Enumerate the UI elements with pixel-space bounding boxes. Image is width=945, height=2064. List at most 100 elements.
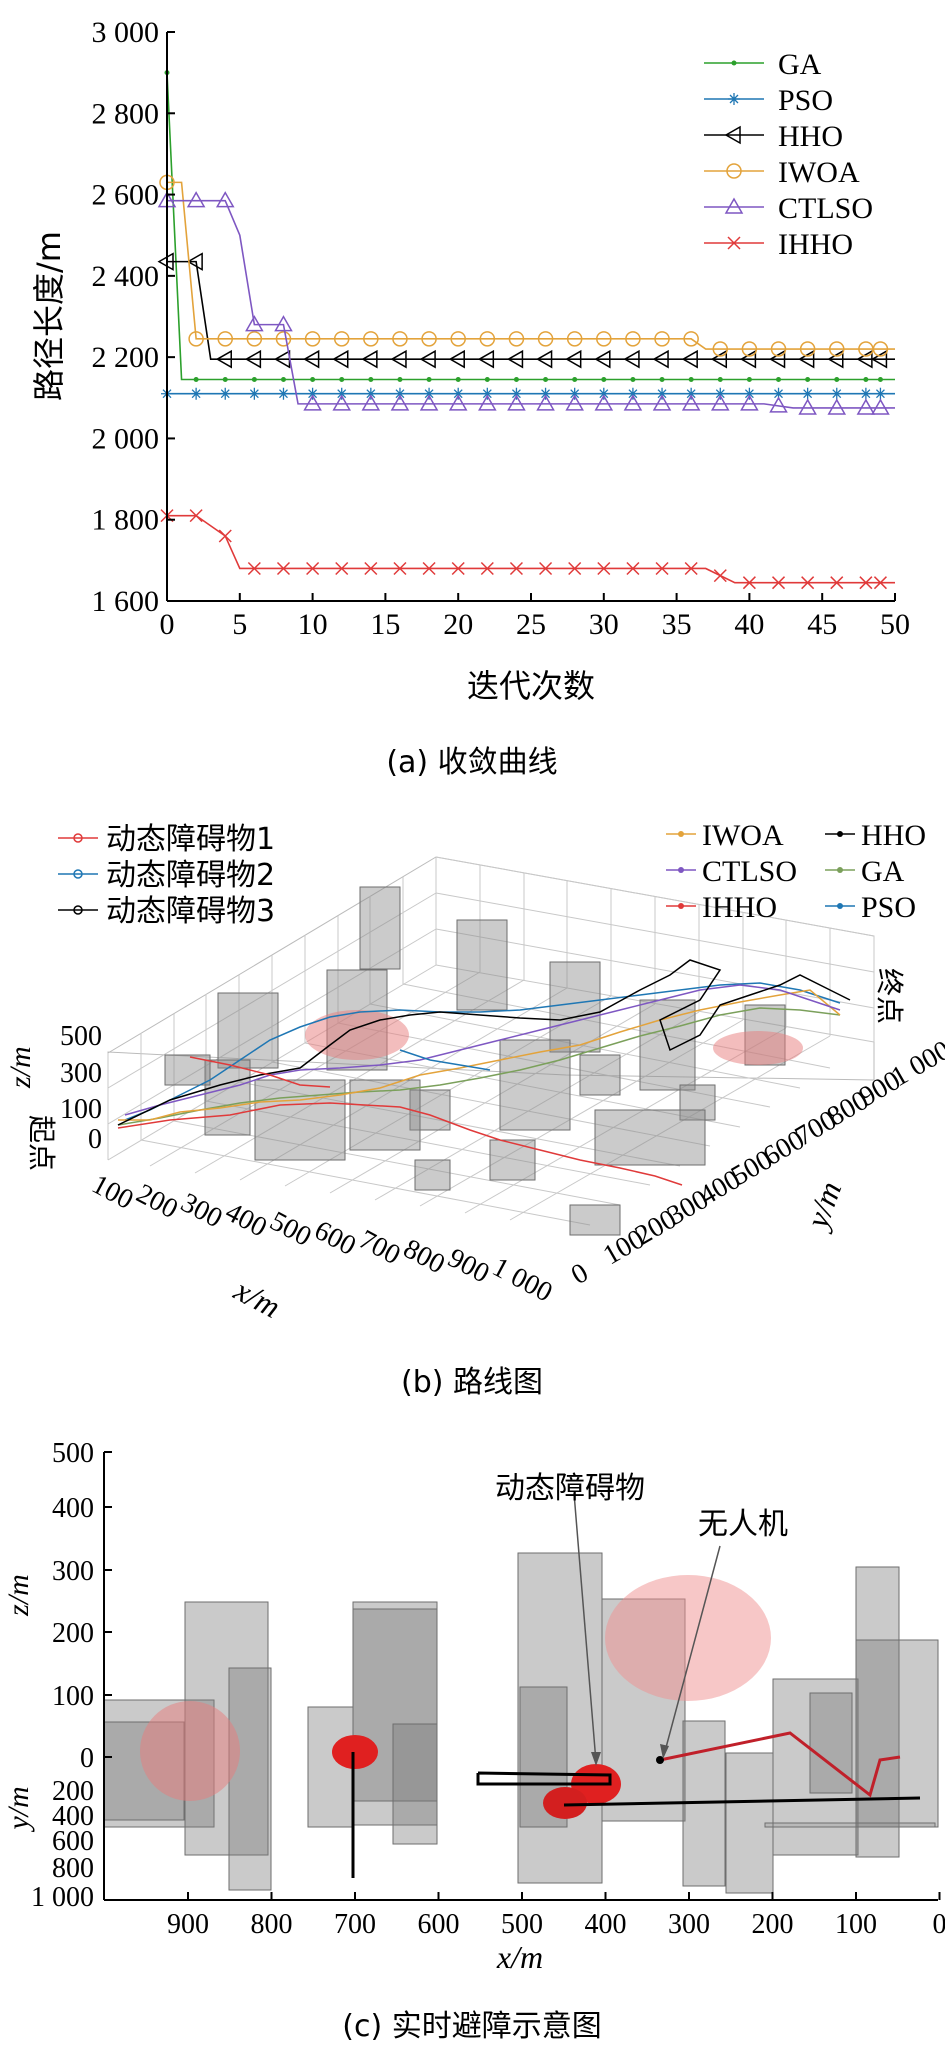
legend-marker — [73, 869, 83, 879]
series-marker — [830, 387, 843, 400]
series-marker — [274, 315, 293, 332]
legend-label: CTLSO — [702, 855, 797, 888]
building — [579, 1054, 621, 1096]
x-tick-label: 45 — [807, 608, 837, 641]
series-marker — [537, 331, 554, 347]
series-marker — [713, 569, 727, 583]
route-iwoa — [118, 989, 841, 1121]
y-tick-label: 2 200 — [92, 341, 160, 374]
series-marker — [303, 349, 320, 369]
series-marker — [874, 387, 887, 400]
series-marker — [448, 349, 465, 369]
z-tick-label: 500 — [52, 1438, 94, 1469]
series-marker — [276, 561, 291, 576]
series-marker — [740, 394, 759, 411]
series-marker — [219, 387, 232, 400]
x-tick-label: 800 — [251, 1909, 293, 1940]
series-marker — [508, 331, 525, 347]
series-marker — [363, 331, 379, 347]
series-marker — [728, 93, 740, 105]
caption-b: (b) 路线图 — [401, 1365, 543, 1400]
series-line — [167, 514, 895, 584]
y-tick-label: 600 — [52, 1826, 94, 1857]
series-marker — [681, 349, 698, 369]
series-marker — [479, 331, 496, 347]
x-tick-label: 40 — [734, 608, 764, 641]
series-marker — [306, 561, 320, 576]
series-marker — [863, 376, 869, 382]
series-marker — [568, 387, 581, 400]
series-marker — [623, 394, 643, 411]
x-tick-label: 800 — [398, 1233, 450, 1280]
route-paths — [117, 959, 851, 1186]
series-marker — [251, 376, 257, 382]
x-tick-label: 300 — [176, 1187, 228, 1234]
building — [594, 1109, 706, 1166]
x-tick-label: 30 — [589, 608, 619, 641]
building — [764, 1822, 936, 1828]
series-marker — [275, 331, 292, 347]
series-marker — [450, 331, 466, 347]
x-tick-labels: 900 800 700 600 500 400 300 200 100 0 — [167, 1892, 945, 1940]
route-ihho — [117, 1102, 683, 1186]
z-axis-label-3d: z/m — [4, 1046, 37, 1089]
series-marker — [332, 394, 352, 411]
series-marker — [877, 376, 883, 382]
series-marker — [452, 387, 465, 400]
series-marker — [856, 398, 876, 415]
series-marker — [776, 376, 782, 382]
x-tick-label: 15 — [370, 608, 400, 641]
uav-marker — [656, 1756, 664, 1764]
series-marker — [509, 561, 523, 576]
series-marker — [805, 376, 811, 382]
series-marker — [248, 387, 261, 400]
caption-a: (a) 收敛曲线 — [386, 745, 557, 780]
legend-label: PSO — [861, 891, 916, 924]
series-marker — [188, 331, 204, 347]
building — [414, 1159, 451, 1191]
series-marker — [623, 349, 640, 369]
x-tick-label: 35 — [662, 608, 692, 641]
series-marker — [724, 125, 741, 145]
series-marker — [536, 349, 553, 369]
z-tick-label: 0 — [88, 1124, 102, 1155]
legend-label: HHO — [861, 819, 926, 852]
series-marker — [510, 387, 523, 400]
series-marker — [829, 341, 845, 357]
series-marker — [594, 394, 614, 411]
x-tick-label: 50 — [880, 608, 910, 641]
series-marker — [423, 387, 436, 400]
building — [456, 919, 508, 1011]
back-wall-grid — [107, 856, 875, 1226]
y-axis-label: 路径长度/m — [30, 231, 68, 401]
series-marker — [393, 561, 407, 576]
series-marker — [484, 376, 490, 382]
x-axis-label: x/m — [496, 1939, 543, 1975]
series-marker — [625, 331, 641, 347]
building — [639, 999, 696, 1091]
series-ga — [164, 70, 895, 382]
y-tick-label: 2 800 — [92, 97, 160, 130]
y-tick-label: 3 000 — [92, 16, 160, 49]
x-tick-label: 600 — [309, 1215, 361, 1262]
series-marker — [727, 236, 741, 250]
series-marker — [543, 376, 549, 382]
series-ctlso — [157, 191, 895, 415]
series-marker — [572, 376, 578, 382]
legend-marker — [73, 833, 83, 843]
building — [549, 961, 601, 1053]
series-marker — [306, 387, 319, 400]
legend-marker — [678, 867, 684, 873]
series-marker — [726, 163, 742, 179]
series-marker — [655, 561, 669, 576]
series-marker — [310, 376, 316, 382]
arrow-head — [591, 1752, 601, 1766]
series-marker — [335, 387, 348, 400]
series-marker — [513, 376, 519, 382]
series-marker — [685, 387, 698, 400]
route-hho — [117, 959, 851, 1126]
x-tick-label: 400 — [585, 1909, 627, 1940]
legend-label: IWOA — [702, 819, 784, 852]
